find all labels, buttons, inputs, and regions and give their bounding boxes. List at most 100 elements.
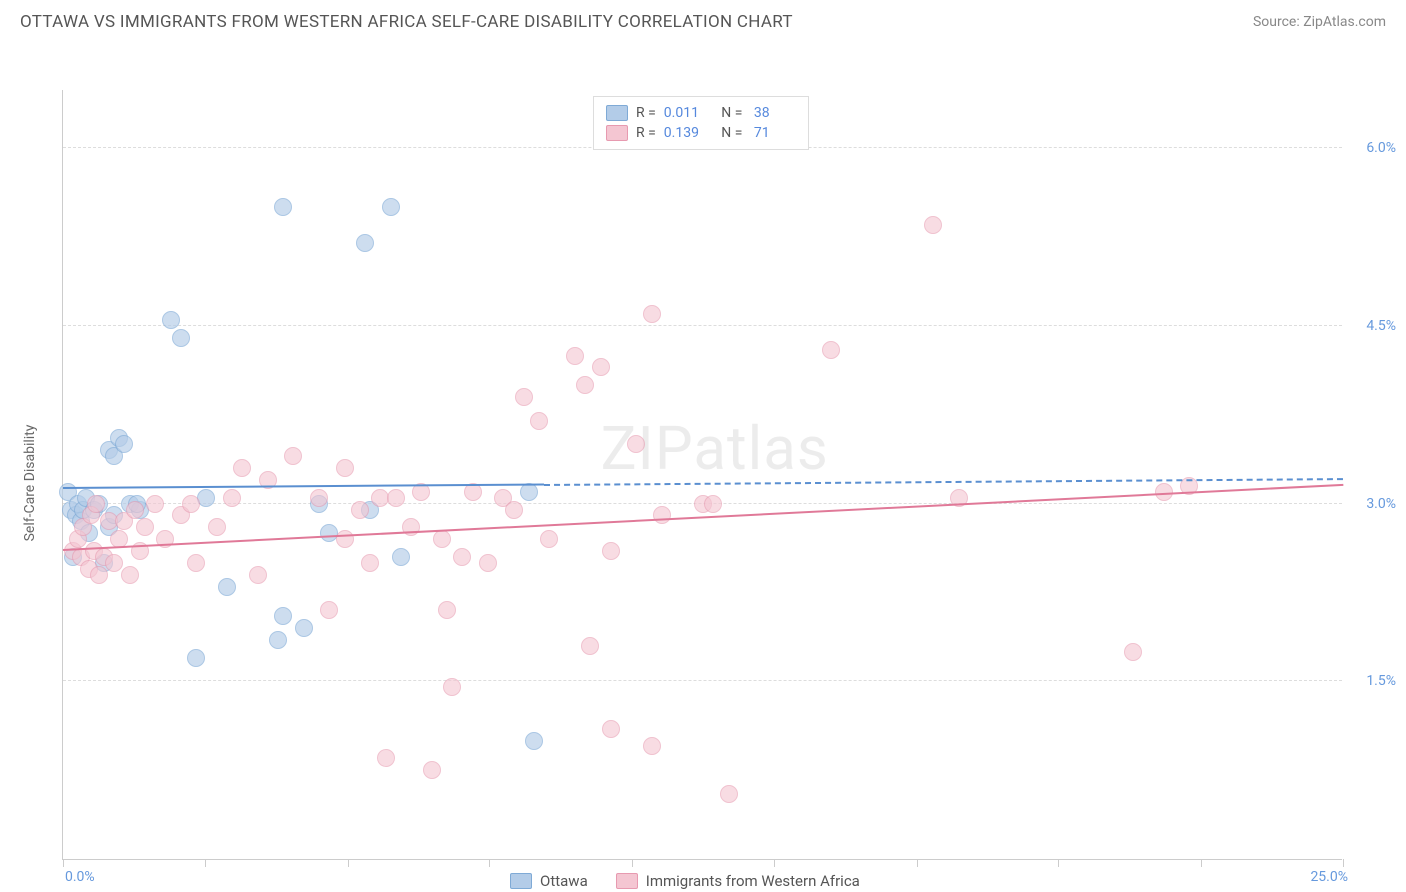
data-point (443, 678, 461, 696)
data-point (387, 489, 405, 507)
legend-swatch (606, 125, 628, 141)
data-point (121, 566, 139, 584)
data-point (105, 554, 123, 572)
data-point (310, 489, 328, 507)
legend-swatch (606, 105, 628, 121)
data-point (182, 495, 200, 513)
data-point (643, 305, 661, 323)
data-point (402, 518, 420, 536)
stat-r-value: 0.011 (664, 105, 710, 121)
data-point (336, 530, 354, 548)
data-point (602, 720, 620, 738)
stat-r-label: R = (636, 125, 656, 141)
legend-item: Ottawa (510, 872, 588, 890)
stat-r-label: R = (636, 105, 656, 121)
data-point (136, 518, 154, 536)
data-point (377, 749, 395, 767)
legend-label: Immigrants from Western Africa (646, 872, 860, 890)
data-point (115, 435, 133, 453)
data-point (720, 785, 738, 803)
x-tick (205, 859, 206, 867)
data-point (284, 447, 302, 465)
legend-item: Immigrants from Western Africa (616, 872, 860, 890)
data-point (566, 347, 584, 365)
data-point (822, 341, 840, 359)
data-point (643, 737, 661, 755)
data-point (187, 554, 205, 572)
chart-title: OTTAWA VS IMMIGRANTS FROM WESTERN AFRICA… (20, 12, 793, 32)
x-origin-label: 0.0% (65, 869, 95, 885)
x-tick (1343, 859, 1344, 867)
data-point (1124, 643, 1142, 661)
data-point (208, 518, 226, 536)
data-point (351, 501, 369, 519)
data-point (126, 501, 144, 519)
data-point (320, 601, 338, 619)
stat-n-value: 71 (750, 125, 796, 141)
data-point (433, 530, 451, 548)
data-point (592, 358, 610, 376)
stat-r-value: 0.139 (664, 125, 710, 141)
x-tick (917, 859, 918, 867)
data-point (274, 607, 292, 625)
data-point (382, 198, 400, 216)
x-tick (1201, 859, 1202, 867)
stat-n-label: N = (718, 105, 743, 121)
data-point (336, 459, 354, 477)
data-point (172, 329, 190, 347)
y-tick-label: 6.0% (1366, 140, 1396, 156)
source-label: Source: ZipAtlas.com (1253, 14, 1386, 30)
data-point (218, 578, 236, 596)
data-point (392, 548, 410, 566)
data-point (197, 489, 215, 507)
data-point (423, 761, 441, 779)
x-tick (489, 859, 490, 867)
data-point (627, 435, 645, 453)
data-point (87, 495, 105, 513)
data-point (479, 554, 497, 572)
legend-swatch (616, 873, 638, 889)
data-point (602, 542, 620, 560)
x-tick (1058, 859, 1059, 867)
data-point (146, 495, 164, 513)
data-point (525, 732, 543, 750)
data-point (361, 554, 379, 572)
y-tick-label: 1.5% (1366, 673, 1396, 689)
y-tick-label: 3.0% (1366, 496, 1396, 512)
legend-label: Ottawa (540, 872, 588, 890)
data-point (223, 489, 241, 507)
data-point (269, 631, 287, 649)
data-point (438, 601, 456, 619)
data-point (505, 501, 523, 519)
data-point (581, 637, 599, 655)
bottom-legend: Ottawa Immigrants from Western Africa (510, 872, 860, 890)
stats-legend: R =0.011 N = 38R =0.139 N = 71 (593, 96, 809, 150)
x-max-label: 25.0% (1310, 869, 1348, 885)
stats-row: R = 0.011 N = 38 (606, 103, 796, 123)
data-point (356, 234, 374, 252)
legend-swatch (510, 873, 532, 889)
gridline (63, 680, 1342, 681)
x-tick (63, 859, 64, 867)
data-point (540, 530, 558, 548)
data-point (453, 548, 471, 566)
regression-line (544, 478, 1343, 486)
data-point (924, 216, 942, 234)
x-tick (774, 859, 775, 867)
gridline (63, 325, 1342, 326)
x-tick (632, 859, 633, 867)
stat-n-value: 38 (750, 105, 796, 121)
data-point (576, 376, 594, 394)
data-point (274, 198, 292, 216)
y-tick-label: 4.5% (1366, 318, 1396, 334)
data-point (90, 566, 108, 584)
data-point (515, 388, 533, 406)
data-point (187, 649, 205, 667)
data-point (704, 495, 722, 513)
data-point (295, 619, 313, 637)
data-point (162, 311, 180, 329)
stats-row: R =0.139 N = 71 (606, 123, 796, 143)
data-point (653, 506, 671, 524)
scatter-plot: ZIPatlas 1.5%3.0%4.5%6.0%0.0%25.0%R =0.0… (62, 90, 1342, 860)
data-point (530, 412, 548, 430)
